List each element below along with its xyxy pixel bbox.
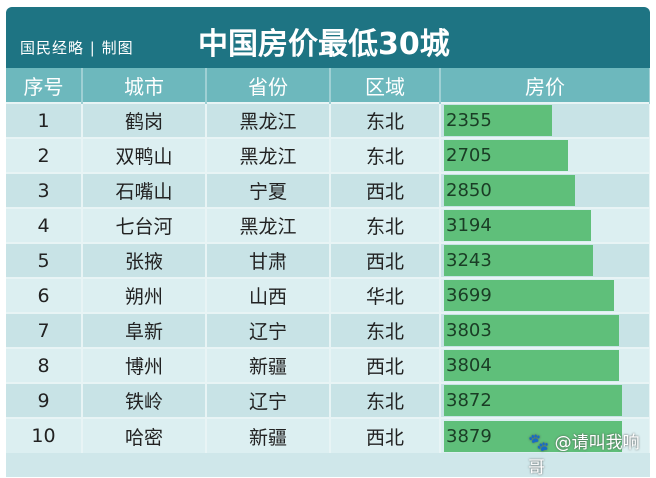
col-header-price: 房价 [440,68,650,103]
cell-region: 东北 [330,382,441,418]
col-header-region: 区域 [330,68,441,103]
header: 国民经略 | 制图 中国房价最低30城 [6,7,650,68]
cell-price: 3804 [440,347,650,383]
cell-price: 3194 [440,207,650,243]
cell-province: 黑龙江 [206,207,331,243]
cell-no: 2 [6,137,83,173]
price-bar: 2850 [444,175,575,206]
cell-no: 5 [6,242,83,278]
price-bar: 3879 [444,420,623,452]
table-row: 5 张掖 甘肃 西北 3243 [6,242,650,278]
watermark: 🐾 @请叫我响哥 [528,433,640,478]
cell-region: 东北 [330,207,441,243]
cell-price: 3879 [440,417,650,453]
price-bar: 3194 [444,210,591,241]
table-row: 4 七台河 黑龙江 东北 3194 [6,207,650,243]
col-header-no: 序号 [6,68,83,103]
cell-city: 阜新 [82,312,207,348]
cell-price: 2850 [440,172,650,208]
brand: 国民经略 | 制图 [20,39,134,57]
table-row: 9 铁岭 辽宁 东北 3872 [6,382,650,418]
table-row: 7 阜新 辽宁 东北 3803 [6,312,650,348]
cell-region: 东北 [330,102,441,138]
cell-province: 辽宁 [206,312,331,348]
cell-region: 西北 [330,417,441,453]
table-row: 3 石嘴山 宁夏 西北 2850 [6,172,650,208]
cell-no: 4 [6,207,83,243]
price-table-card: 国民经略 | 制图 中国房价最低30城 序号 城市 省份 区域 房价 1 鹤岗 黑龙… [6,7,650,477]
col-header-city: 城市 [82,68,207,103]
cell-city: 哈密 [82,417,207,453]
table-row: 2 双鸭山 黑龙江 东北 2705 [6,137,650,173]
cell-city: 双鸭山 [82,137,207,173]
cell-no: 9 [6,382,83,418]
table-row: 1 鹤岗 黑龙江 东北 2355 [6,102,650,138]
cell-province: 新疆 [206,417,331,453]
cell-province: 黑龙江 [206,102,331,138]
cell-no: 10 [6,417,83,453]
cell-no: 1 [6,102,83,138]
price-bar: 3872 [444,385,622,416]
cell-region: 东北 [330,137,441,173]
price-bar: 3243 [444,245,593,276]
cell-city: 博州 [82,347,207,383]
cell-city: 七台河 [82,207,207,243]
cell-province: 山西 [206,277,331,313]
cell-no: 8 [6,347,83,383]
cell-price: 3243 [440,242,650,278]
cell-no: 7 [6,312,83,348]
cell-price: 3699 [440,277,650,313]
cell-price: 2355 [440,102,650,138]
cell-price: 3872 [440,382,650,418]
col-header-province: 省份 [206,68,331,103]
page-title: 中国房价最低30城 [198,27,450,62]
cell-city: 张掖 [82,242,207,278]
cell-region: 西北 [330,242,441,278]
price-bar: 3699 [444,280,614,311]
cell-province: 甘肃 [206,242,331,278]
cell-province: 黑龙江 [206,137,331,173]
table-row: 6 朔州 山西 华北 3699 [6,277,650,313]
cell-city: 铁岭 [82,382,207,418]
price-bar: 3803 [444,315,619,346]
table-row: 8 博州 新疆 西北 3804 [6,347,650,383]
table-row: 10 哈密 新疆 西北 3879 [6,417,650,453]
cell-city: 石嘴山 [82,172,207,208]
cell-province: 辽宁 [206,382,331,418]
cell-region: 西北 [330,172,441,208]
cell-region: 东北 [330,312,441,348]
cell-price: 2705 [440,137,650,173]
paw-icon: 🐾 [528,433,550,453]
cell-price: 3803 [440,312,650,348]
cell-city: 朔州 [82,277,207,313]
price-bar: 3804 [444,350,619,381]
price-bar: 2705 [444,140,569,171]
cell-province: 新疆 [206,347,331,383]
cell-no: 3 [6,172,83,208]
price-bar: 2355 [444,105,553,136]
cell-no: 6 [6,277,83,313]
cell-city: 鹤岗 [82,102,207,138]
cell-province: 宁夏 [206,172,331,208]
data-table: 序号 城市 省份 区域 房价 1 鹤岗 黑龙江 东北 2355 2 双鸭山 黑龙江 东北 2705… [6,68,650,453]
cell-region: 华北 [330,277,441,313]
cell-region: 西北 [330,347,441,383]
